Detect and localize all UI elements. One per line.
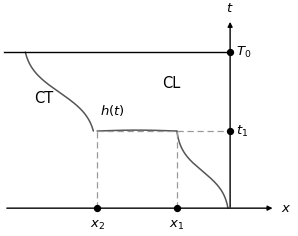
Text: $x_1$: $x_1$ [169,219,184,232]
Text: CT: CT [34,90,54,105]
Point [228,50,232,54]
Text: $t_1$: $t_1$ [236,123,248,139]
Point [228,129,232,133]
Text: $T_0$: $T_0$ [236,45,251,60]
Text: $t$: $t$ [226,2,234,15]
Text: $h(t)$: $h(t)$ [100,103,125,118]
Point [95,206,100,210]
Text: $x$: $x$ [281,202,291,215]
Text: $x_2$: $x_2$ [90,219,105,232]
Point [175,206,179,210]
Text: CL: CL [162,76,181,91]
